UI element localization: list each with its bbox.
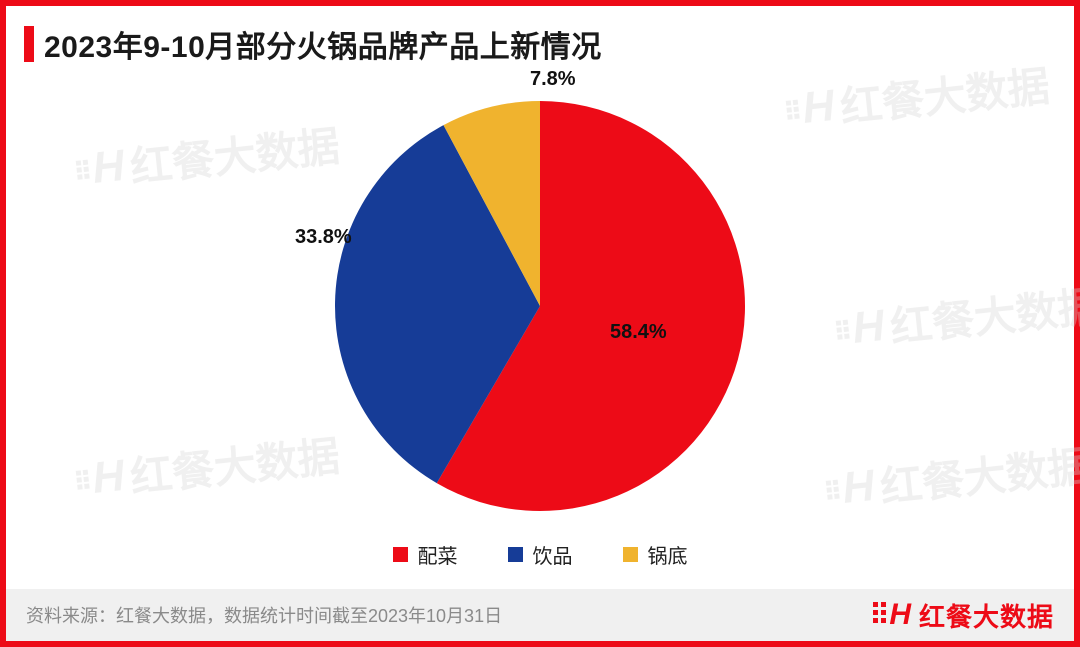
brand-logo: H 红餐大数据	[875, 597, 1054, 634]
legend-item-2: 锅底	[623, 540, 688, 569]
pie-svg	[330, 96, 750, 516]
brand-text: 红餐大数据	[919, 597, 1054, 634]
chart-frame: H红餐大数据H红餐大数据H红餐大数据H红餐大数据H红餐大数据H红餐大数据 202…	[0, 0, 1080, 647]
brand-h-icon: H	[875, 600, 911, 630]
pie-chart: 58.4% 33.8% 7.8%	[330, 96, 750, 516]
page-title: 2023年9-10月部分火锅品牌产品上新情况	[44, 22, 602, 66]
slice-label-0: 58.4%	[610, 321, 667, 344]
legend-label-0: 配菜	[418, 540, 458, 569]
legend-swatch-0	[393, 547, 408, 562]
chart-area: 58.4% 33.8% 7.8%	[6, 76, 1074, 536]
legend-label-2: 锅底	[648, 540, 688, 569]
footer: 资料来源：红餐大数据，数据统计时间截至2023年10月31日 H 红餐大数据	[6, 589, 1074, 641]
slice-label-2: 7.8%	[530, 68, 576, 91]
legend-item-0: 配菜	[393, 540, 458, 569]
legend-label-1: 饮品	[533, 540, 573, 569]
source-text: 资料来源：红餐大数据，数据统计时间截至2023年10月31日	[26, 602, 502, 628]
legend-swatch-2	[623, 547, 638, 562]
legend-swatch-1	[508, 547, 523, 562]
title-bar: 2023年9-10月部分火锅品牌产品上新情况	[6, 6, 1074, 72]
slice-label-1: 33.8%	[295, 226, 352, 249]
legend: 配菜 饮品 锅底	[6, 540, 1074, 569]
title-marker	[24, 26, 34, 62]
legend-item-1: 饮品	[508, 540, 573, 569]
